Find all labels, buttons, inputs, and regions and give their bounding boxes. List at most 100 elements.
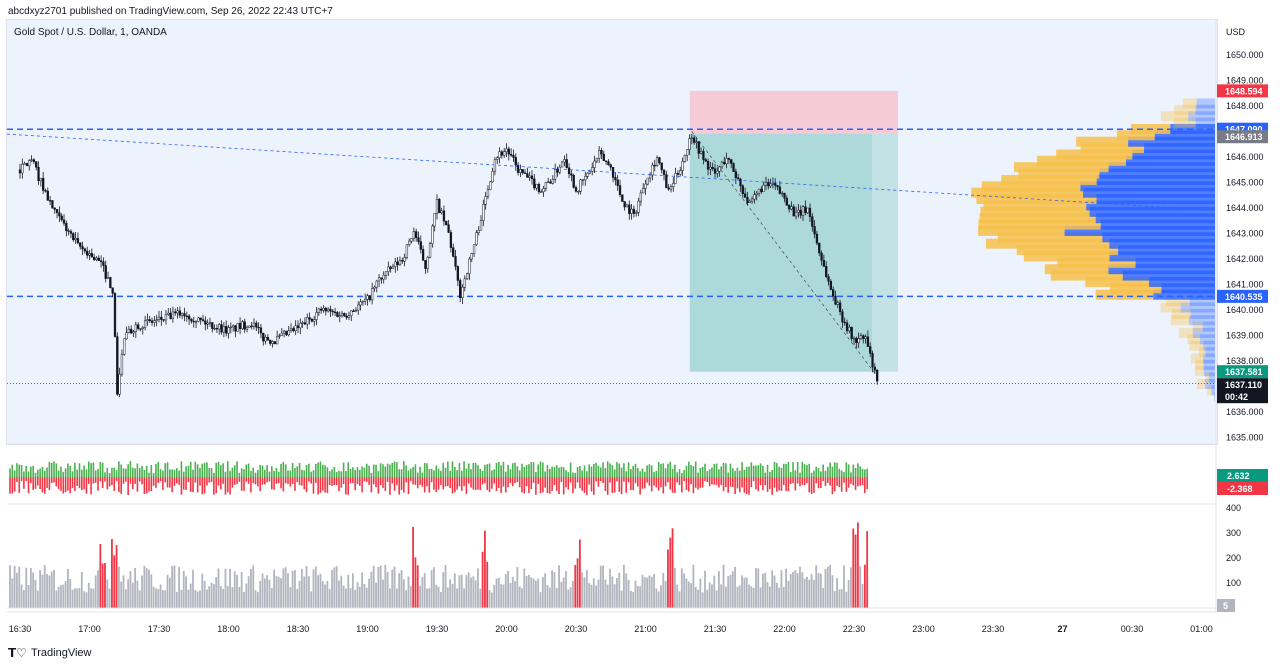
osc-bar-neg — [530, 477, 533, 490]
volume-bar — [164, 590, 167, 608]
volume-bar — [794, 570, 797, 608]
symbol-title: Gold Spot / U.S. Dollar, 1, OANDA — [14, 27, 167, 38]
osc-bar-neg — [657, 477, 660, 491]
osc-bar-pos — [481, 470, 484, 477]
candle-up — [118, 373, 121, 395]
osc-bar-neg — [400, 477, 403, 490]
osc-bar-neg — [704, 477, 706, 482]
volume-bar-red — [99, 543, 102, 608]
osc-bar-pos — [94, 470, 97, 477]
candle-down — [104, 265, 107, 279]
volume-bar — [548, 587, 551, 608]
oscillator-pane — [7, 443, 1216, 505]
osc-bar-pos — [713, 463, 716, 477]
osc-bar-pos — [745, 466, 748, 477]
osc-bar-pos — [178, 470, 180, 477]
candle-up — [301, 322, 304, 324]
volume-bar — [400, 570, 403, 608]
osc-bar-pos — [32, 465, 34, 477]
volume-bar — [560, 581, 563, 608]
candle-down — [183, 313, 186, 317]
osc-bar-pos — [199, 467, 201, 477]
volume-bar — [843, 565, 845, 608]
osc-bar-pos — [55, 463, 58, 477]
candle-up — [591, 167, 594, 172]
profile-bar-sell — [1085, 276, 1149, 287]
candle-up — [857, 338, 860, 343]
osc-bar-neg — [824, 477, 827, 487]
volume-bar — [307, 576, 310, 608]
candle-down — [783, 192, 786, 199]
candle-up — [155, 319, 158, 321]
profile-bar-buy — [1195, 104, 1215, 115]
osc-bar-pos — [43, 470, 46, 477]
volume-bar-red — [866, 531, 869, 608]
osc-bar-pos — [586, 471, 588, 477]
osc-bar-pos — [759, 463, 762, 477]
volume-bar — [822, 587, 825, 608]
osc-bar-pos — [85, 469, 88, 477]
candle-down — [139, 328, 142, 330]
candle-up — [280, 332, 283, 336]
candle-up — [547, 181, 550, 183]
volume-bar-red — [671, 528, 674, 608]
osc-bar-neg — [233, 477, 236, 485]
candle-down — [331, 310, 334, 313]
osc-bar-neg — [393, 477, 396, 491]
osc-bar-neg — [565, 477, 567, 488]
profile-bar-buy — [1214, 391, 1215, 402]
osc-bar-pos — [641, 468, 644, 477]
osc-bar-neg — [548, 477, 551, 494]
candle-down — [150, 320, 154, 323]
osc-bar-pos — [182, 471, 185, 477]
osc-bar-neg — [421, 477, 424, 487]
osc-bar-pos — [189, 461, 192, 477]
osc-bar-neg — [305, 477, 308, 493]
osc-bar-neg — [331, 477, 333, 486]
price-tag — [1217, 378, 1268, 392]
volume-bar — [370, 571, 373, 608]
osc-bar-pos — [92, 462, 95, 477]
footer-brand[interactable]: 𝗧♡ TradingView — [8, 646, 92, 660]
osc-bar-neg — [720, 477, 723, 485]
osc-bar-neg — [840, 477, 843, 492]
candle-down — [79, 242, 82, 247]
candle-down — [454, 256, 457, 267]
osc-bar-pos — [13, 470, 16, 477]
osc-bar-neg — [326, 477, 329, 493]
candle-down — [285, 330, 288, 336]
candle-up — [410, 238, 413, 242]
volume-bar — [23, 590, 25, 608]
volume-bar — [546, 585, 549, 608]
osc-bar-neg — [750, 477, 753, 488]
osc-bar-neg — [268, 477, 271, 482]
volume-bar — [618, 572, 621, 608]
candle-up — [127, 328, 131, 334]
publisher-line: abcdxyz2701 published on TradingView.com… — [8, 6, 333, 17]
osc-bar-neg — [25, 477, 28, 482]
horizontal-levels[interactable] — [6, 128, 1217, 385]
osc-bar-neg — [131, 477, 134, 490]
candle-up — [387, 266, 390, 272]
volume-bar — [363, 583, 366, 608]
volume-bar — [539, 592, 542, 608]
volume-bar — [407, 576, 410, 608]
osc-bar-pos — [787, 461, 790, 477]
osc-bar-neg — [11, 477, 14, 494]
osc-bar-pos — [213, 472, 215, 477]
osc-bar-pos — [108, 472, 111, 477]
candle-up — [373, 286, 376, 289]
osc-bar-pos — [782, 463, 785, 477]
osc-bar-neg — [143, 477, 146, 494]
volume-bar — [9, 565, 11, 608]
osc-bar-pos — [456, 470, 458, 477]
short-position-tool[interactable] — [689, 90, 898, 372]
volume-bar — [641, 574, 644, 608]
osc-bar-neg — [817, 477, 820, 489]
osc-bar-neg — [690, 477, 692, 485]
osc-bar-pos — [236, 461, 238, 477]
volume-bar — [704, 570, 706, 608]
candle-up — [157, 316, 161, 320]
candle-down — [727, 157, 731, 160]
